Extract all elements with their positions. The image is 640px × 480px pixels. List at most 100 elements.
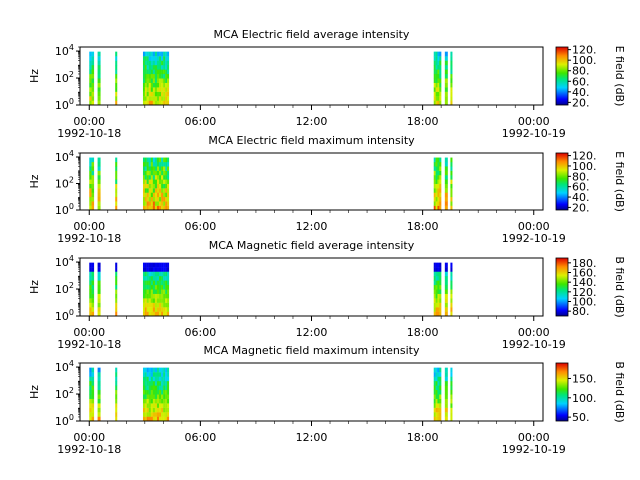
spectrogram-cell — [163, 416, 166, 422]
spectrogram-cell — [450, 407, 453, 413]
data-interval-7 — [433, 51, 442, 106]
spectrogram-cell — [167, 267, 170, 272]
spectrogram-cell — [444, 271, 448, 277]
spectrogram-cell — [437, 56, 440, 61]
x-tick-label: 00:00 — [518, 115, 550, 128]
spectrogram-cell — [439, 298, 442, 303]
spectrogram-cell — [152, 302, 156, 308]
spectrogram-cell — [161, 280, 164, 286]
spectrogram-cell — [450, 394, 453, 399]
spectrogram-cell — [156, 192, 160, 198]
spectrogram-cell — [435, 416, 438, 422]
spectrogram-cell — [89, 311, 92, 317]
spectrogram-cell — [148, 412, 151, 417]
spectrogram-cell — [148, 175, 151, 180]
spectrogram-cell — [144, 394, 147, 399]
spectrogram-cell — [161, 179, 164, 184]
spectrogram-cell — [154, 73, 158, 79]
spectrogram-cell — [163, 289, 166, 294]
spectrogram-cell — [115, 307, 118, 312]
spectrogram-cell — [167, 51, 170, 57]
spectrogram-cell — [91, 161, 95, 167]
spectrogram-cell — [163, 311, 166, 317]
spectrogram-cell — [91, 64, 95, 70]
spectrogram-cell — [146, 51, 149, 57]
spectrogram-cell — [91, 302, 95, 308]
spectrogram-cell — [433, 64, 436, 70]
spectrogram-cell — [444, 91, 448, 97]
spectrogram-cell — [154, 372, 158, 377]
spectrogram-cell — [165, 91, 168, 97]
spectrogram-cell — [167, 389, 170, 395]
spectrogram-cell — [142, 298, 146, 303]
spectrogram-cell — [444, 412, 448, 417]
spectrogram-cell — [159, 275, 162, 281]
spectrogram-cell — [439, 267, 442, 272]
spectrogram-cell — [165, 183, 168, 189]
spectrogram-cell — [154, 389, 158, 395]
spectrogram-cell — [144, 51, 147, 57]
spectrogram-cell — [450, 302, 453, 308]
spectrogram-cell — [437, 367, 440, 373]
spectrogram-cell — [439, 196, 442, 202]
y-tick-label: 102 — [55, 386, 74, 401]
spectrogram-cell — [437, 416, 440, 422]
spectrogram-cell — [97, 78, 101, 83]
spectrogram-cell — [142, 385, 146, 391]
x-tick-label: 12:00 — [296, 115, 328, 128]
spectrogram-cell — [435, 69, 438, 75]
spectrogram-cell — [444, 385, 448, 391]
spectrogram-cell — [115, 91, 118, 97]
spectrogram-cell — [154, 69, 158, 75]
data-interval-8 — [444, 51, 448, 106]
spectrogram-cell — [450, 60, 453, 66]
colorbar-label: B field (dB) — [613, 361, 626, 422]
spectrogram-cell — [437, 183, 440, 189]
spectrogram-cell — [154, 87, 158, 92]
x-date-label-right: 1992-10-19 — [502, 338, 566, 351]
spectrogram-cell — [156, 183, 160, 189]
spectrogram-cell — [97, 161, 101, 167]
spectrogram-cell — [148, 87, 151, 92]
spectrogram-cell — [433, 87, 436, 92]
spectrogram-cell — [450, 201, 453, 206]
colorbar-tick-label: 150. — [572, 372, 597, 385]
spectrogram-cell — [150, 192, 154, 198]
spectrogram-cell — [97, 91, 101, 97]
spectrogram-cell — [144, 188, 147, 193]
spectrogram-cell — [97, 183, 101, 189]
spectrogram-cell — [161, 376, 164, 382]
spectrogram-cell — [161, 380, 164, 386]
spectrogram-cell — [89, 389, 92, 395]
spectrogram-cell — [154, 175, 158, 180]
spectrogram-cell — [165, 205, 168, 211]
data-interval-8 — [444, 262, 448, 317]
spectrogram-cell — [91, 307, 95, 312]
spectrogram-cell — [89, 372, 92, 377]
spectrogram-cell — [439, 157, 442, 163]
spectrogram-cell — [159, 179, 162, 184]
data-interval-4 — [142, 157, 147, 211]
spectrogram-cell — [435, 157, 438, 163]
spectrogram-cell — [91, 367, 95, 373]
spectrogram-cell — [433, 161, 436, 167]
spectrogram-cell — [167, 82, 170, 88]
spectrogram-cell — [146, 100, 149, 106]
spectrogram-cell — [433, 267, 436, 272]
data-interval-6 — [165, 262, 170, 317]
colorbar-label: E field (dB) — [613, 151, 626, 212]
spectrogram-cell — [437, 284, 440, 290]
spectrogram-cell — [156, 376, 160, 382]
spectrogram-cell — [142, 284, 146, 290]
spectrogram-cell — [165, 69, 168, 75]
spectrogram-cell — [115, 166, 118, 171]
spectrogram-cell — [167, 403, 170, 408]
spectrogram-cell — [163, 60, 166, 66]
spectrogram-cell — [167, 394, 170, 399]
y-tick-label: 102 — [55, 70, 74, 85]
spectrogram-cell — [435, 170, 438, 176]
spectrogram-cell — [450, 293, 453, 299]
spectrogram-cell — [97, 64, 101, 70]
spectrogram-cell — [156, 385, 160, 391]
spectrogram-cell — [437, 293, 440, 299]
